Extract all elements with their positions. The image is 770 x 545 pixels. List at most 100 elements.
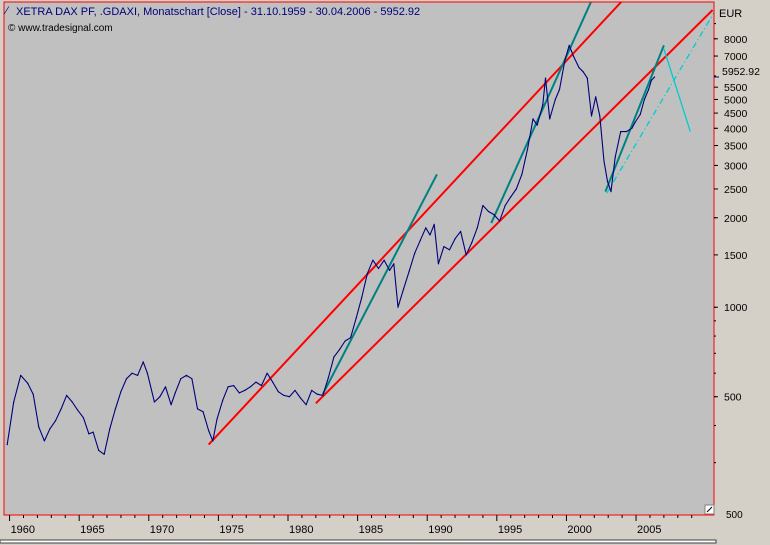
data-point-99 <box>542 104 544 106</box>
data-point-33 <box>185 374 187 376</box>
data-point-58 <box>322 394 324 396</box>
data-point-109 <box>586 77 588 79</box>
data-point-117 <box>620 131 622 133</box>
data-point-104 <box>564 59 566 61</box>
data-point-13 <box>77 409 79 411</box>
bottom-cut-label: 500 <box>726 510 743 521</box>
data-point-83 <box>454 238 456 240</box>
data-point-125 <box>654 76 656 78</box>
data-point-98 <box>536 124 538 126</box>
data-point-113 <box>603 160 605 162</box>
data-point-78 <box>429 234 431 236</box>
data-point-49 <box>272 381 274 383</box>
data-point-1 <box>6 444 8 446</box>
trend-line-2 <box>490 2 593 224</box>
data-point-79 <box>433 223 435 225</box>
data-point-66 <box>366 272 368 274</box>
data-point-103 <box>558 88 561 91</box>
data-point-36 <box>202 411 204 413</box>
data-point-81 <box>443 246 445 248</box>
data-point-106 <box>572 55 575 57</box>
data-point-89 <box>487 210 490 213</box>
data-point-54 <box>299 397 302 399</box>
data-point-42 <box>233 385 235 387</box>
data-point-97 <box>532 118 534 120</box>
data-point-29 <box>164 386 167 388</box>
data-point-21 <box>120 391 122 393</box>
data-point-61 <box>338 349 341 351</box>
data-point-41 <box>227 386 229 388</box>
y-axis-unit: EUR <box>719 8 742 20</box>
channel-line-2 <box>315 9 714 405</box>
data-point-65 <box>361 296 363 298</box>
data-point-19 <box>109 428 111 430</box>
data-point-43 <box>238 392 240 394</box>
data-point-55 <box>305 404 307 406</box>
data-point-67 <box>372 259 374 261</box>
data-point-59 <box>327 377 329 379</box>
y-tick-label-2500: 2500 <box>724 184 748 196</box>
data-point-64 <box>355 317 357 319</box>
x-tick-label-1970: 1970 <box>150 524 174 536</box>
plot-frame <box>3 1 715 516</box>
data-point-87 <box>476 227 478 229</box>
data-point-17 <box>98 449 100 451</box>
y-tick-label-1000: 1000 <box>724 302 748 314</box>
data-point-85 <box>465 254 467 256</box>
data-point-122 <box>643 98 646 101</box>
y-tick-label-1500: 1500 <box>724 250 748 262</box>
data-point-11 <box>66 394 68 396</box>
data-point-35 <box>196 408 199 410</box>
y-tick-label-500: 500 <box>724 392 742 404</box>
y-axis: EUR 500 1000 1500 2000 2500 3000 3500 4000 4500 5… <box>714 8 760 464</box>
y-tick-label-5500: 5500 <box>724 82 748 94</box>
data-point-56 <box>311 389 313 391</box>
data-point-69 <box>383 259 385 261</box>
data-point-34 <box>191 378 193 380</box>
data-point-18 <box>103 453 105 455</box>
data-point-100 <box>544 77 547 79</box>
data-point-80 <box>437 263 439 265</box>
data-point-30 <box>170 404 172 406</box>
data-point-53 <box>294 389 296 391</box>
data-point-92 <box>504 204 506 207</box>
data-point-5 <box>32 393 34 395</box>
data-point-28 <box>159 396 161 398</box>
plot-area[interactable] <box>4 2 714 515</box>
x-tick-label-1990: 1990 <box>428 524 452 536</box>
data-point-76 <box>419 239 421 241</box>
data-point-57 <box>316 393 318 395</box>
data-point-27 <box>153 401 155 403</box>
chart-title-row: ⁄ XETRA DAX PF, .GDAXI, Monatschart [Clo… <box>3 5 420 34</box>
data-point-8 <box>49 428 51 430</box>
data-point-9 <box>54 420 57 422</box>
y-tick-label-3500: 3500 <box>724 141 748 153</box>
y-tick-label-3000: 3000 <box>724 160 748 172</box>
x-tick-label-1965: 1965 <box>80 524 104 536</box>
data-point-86 <box>471 242 473 244</box>
x-tick-label-1985: 1985 <box>359 524 383 536</box>
y-tick-label-2000: 2000 <box>724 213 748 225</box>
data-point-70 <box>389 269 391 271</box>
data-point-110 <box>590 115 593 117</box>
data-point-116 <box>614 156 616 158</box>
data-point-62 <box>344 340 346 342</box>
window-bottom-border <box>0 539 717 544</box>
x-tick-label-1975: 1975 <box>219 524 243 536</box>
data-point-23 <box>131 372 133 374</box>
data-point-47 <box>260 385 263 387</box>
chart-title: XETRA DAX PF, .GDAXI, Monatschart [Close… <box>16 6 420 18</box>
data-point-123 <box>648 88 650 91</box>
data-point-115 <box>610 191 612 193</box>
data-point-111 <box>595 96 597 98</box>
data-point-105 <box>568 44 570 47</box>
y-tick-label-4000: 4000 <box>724 123 748 135</box>
data-point-71 <box>393 263 395 265</box>
data-point-38 <box>212 440 214 442</box>
data-point-120 <box>634 121 636 123</box>
data-point-124 <box>650 79 653 81</box>
data-point-14 <box>82 417 84 419</box>
axis-corner-icon[interactable] <box>704 504 715 515</box>
data-point-4 <box>27 382 29 384</box>
